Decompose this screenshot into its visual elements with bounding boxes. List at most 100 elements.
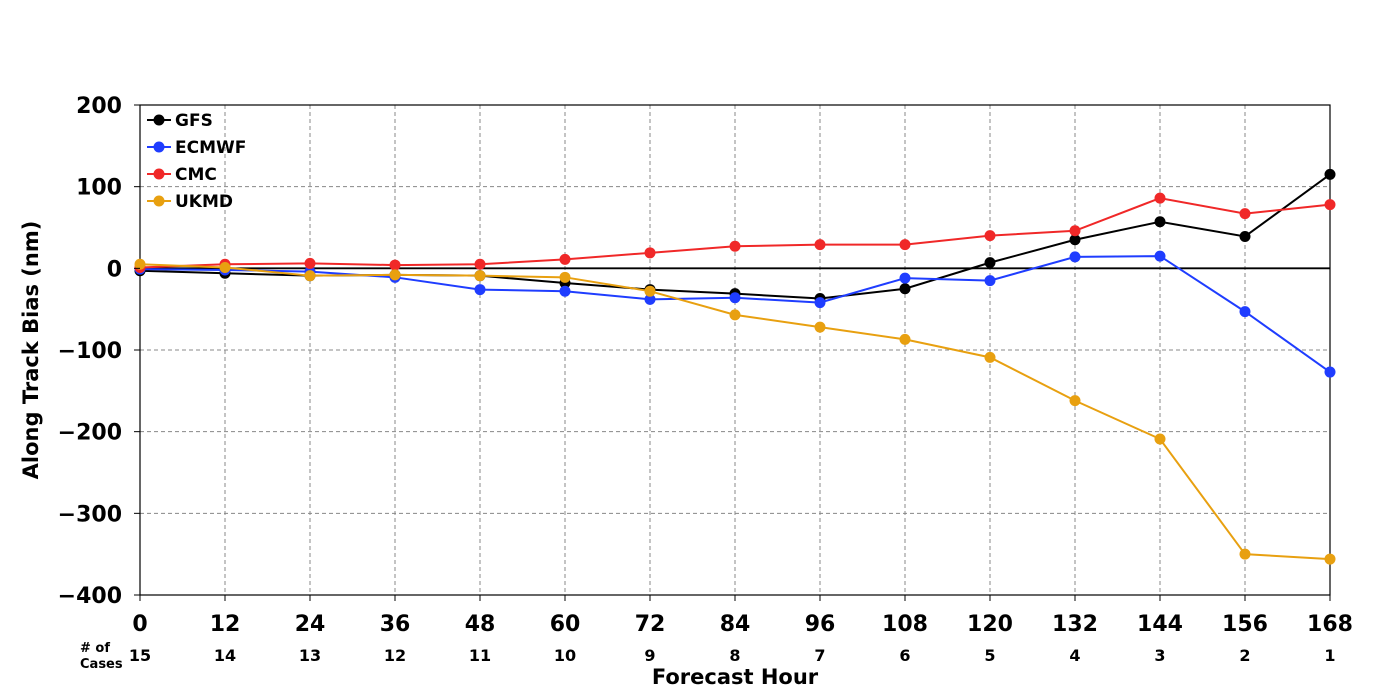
- data-point: [729, 240, 741, 252]
- x-axis: 0 12 24 36 48 60 72 84 96 108 120 132 144 156 168: [132, 595, 1353, 637]
- data-point: [1324, 366, 1336, 378]
- data-point: [559, 253, 571, 265]
- data-point: [559, 285, 571, 297]
- legend-marker: [153, 114, 165, 126]
- data-point: [1239, 548, 1251, 560]
- data-point: [1069, 251, 1081, 263]
- x-tick-label: 24: [295, 612, 326, 637]
- data-point: [984, 257, 996, 269]
- y-tick-label: −200: [58, 421, 122, 446]
- data-point: [814, 321, 826, 333]
- case-count: 11: [469, 646, 491, 665]
- series-line: [139, 173, 1331, 300]
- x-tick-label: 36: [380, 612, 411, 637]
- data-point: [814, 297, 826, 309]
- data-point: [1154, 250, 1166, 262]
- grid: [140, 105, 1330, 595]
- data-point: [899, 239, 911, 251]
- data-point: [1069, 234, 1081, 246]
- data-point: [1154, 216, 1166, 228]
- data-point: [474, 284, 486, 296]
- data-point: [559, 271, 571, 283]
- data-point: [899, 283, 911, 295]
- x-axis-title: Forecast Hour: [652, 665, 819, 689]
- data-point: [1239, 208, 1251, 220]
- case-count: 3: [1154, 646, 1165, 665]
- y-axis: 200 100 0 −100 −200 −300 −400: [58, 94, 140, 609]
- data-point: [304, 270, 316, 282]
- legend-label: ECMWF: [175, 138, 246, 158]
- data-point: [899, 333, 911, 345]
- y-tick-label: 200: [76, 94, 122, 119]
- data-point: [389, 259, 401, 271]
- data-point: [984, 230, 996, 242]
- data-point: [304, 257, 316, 269]
- y-tick-label: −400: [58, 584, 122, 609]
- case-count: 8: [729, 646, 740, 665]
- legend-item-ukmd: UKMD: [147, 192, 233, 212]
- data-point: [644, 293, 656, 305]
- x-tick-label: 72: [635, 612, 666, 637]
- cases-row: # of Cases 15 14 13 12 11 10 9 8 7 6 5 4 3 2 1: [80, 641, 1336, 672]
- case-count: 15: [129, 646, 151, 665]
- x-tick-label: 96: [805, 612, 836, 637]
- legend-marker: [153, 168, 165, 180]
- legend-item-cmc: CMC: [147, 165, 217, 185]
- case-count: 7: [814, 646, 825, 665]
- case-count: 4: [1069, 646, 1080, 665]
- series-ukmd: [134, 258, 1336, 565]
- legend: GFS ECMWF CMC UKMD: [147, 111, 246, 212]
- series-layer: [134, 168, 1336, 565]
- x-tick-label: 132: [1052, 612, 1098, 637]
- data-point: [389, 269, 401, 281]
- data-point: [1154, 192, 1166, 204]
- y-tick-label: −300: [58, 502, 122, 527]
- x-tick-label: 168: [1307, 612, 1353, 637]
- x-tick-label: 48: [465, 612, 496, 637]
- x-tick-label: 12: [210, 612, 241, 637]
- x-tick-label: 108: [882, 612, 928, 637]
- data-point: [729, 292, 741, 304]
- case-count: 9: [644, 646, 655, 665]
- case-count: 10: [554, 646, 576, 665]
- y-tick-label: −100: [58, 339, 122, 364]
- legend-label: GFS: [175, 111, 213, 131]
- case-count: 14: [214, 646, 236, 665]
- data-point: [1324, 553, 1336, 565]
- case-count: 5: [984, 646, 995, 665]
- x-tick-label: 60: [550, 612, 581, 637]
- data-point: [814, 239, 826, 251]
- data-point: [984, 351, 996, 363]
- data-point: [1239, 230, 1251, 242]
- x-tick-label: 0: [132, 612, 147, 637]
- data-point: [134, 258, 146, 270]
- legend-marker: [153, 195, 165, 207]
- data-point: [729, 309, 741, 321]
- data-point: [474, 258, 486, 270]
- case-count: 1: [1324, 646, 1335, 665]
- data-point: [899, 272, 911, 284]
- case-count: 13: [299, 646, 321, 665]
- data-point: [1069, 225, 1081, 237]
- data-point: [1239, 306, 1251, 318]
- data-point: [1324, 199, 1336, 211]
- legend-item-gfs: GFS: [147, 111, 213, 131]
- cases-label-line2: Cases: [80, 657, 123, 672]
- y-tick-label: 100: [76, 176, 122, 201]
- data-point: [644, 247, 656, 259]
- case-count: 2: [1239, 646, 1250, 665]
- data-point: [1154, 433, 1166, 445]
- y-tick-label: 0: [107, 257, 122, 282]
- legend-marker: [153, 141, 165, 153]
- data-point: [644, 285, 656, 297]
- case-count: 12: [384, 646, 406, 665]
- legend-label: CMC: [175, 165, 217, 185]
- data-point: [984, 275, 996, 287]
- x-tick-label: 84: [720, 612, 751, 637]
- x-tick-label: 156: [1222, 612, 1268, 637]
- data-point: [219, 262, 231, 274]
- legend-item-ecmwf: ECMWF: [147, 138, 246, 158]
- data-point: [1069, 395, 1081, 407]
- series-cmc: [134, 192, 1336, 274]
